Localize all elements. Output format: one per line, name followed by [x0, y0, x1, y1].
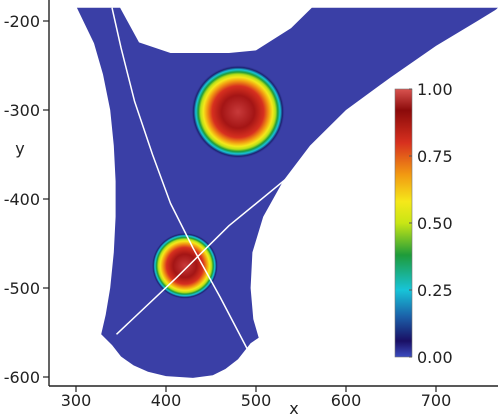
colorbar-tick-label: 1.00 [417, 80, 453, 99]
colorbar-tick-label: 0.00 [417, 348, 453, 367]
colorbar-tick-label: 0.25 [417, 281, 453, 300]
x-tick-label: 700 [421, 391, 452, 410]
y-tick-label: -300 [4, 101, 40, 120]
x-axis-ticks: 300 400 500 600 700 [61, 386, 452, 410]
y-tick-label: -500 [4, 279, 40, 298]
boundary-curve-1 [111, 7, 248, 349]
y-tick-label: -600 [4, 368, 40, 387]
boundary-curve-2 [115, 7, 498, 335]
concentration-blob-1 [191, 65, 285, 159]
x-tick-label: 600 [331, 391, 362, 410]
y-axis-title: y [15, 139, 24, 158]
x-tick-label: 500 [241, 391, 272, 410]
x-axis-title: x [289, 399, 298, 417]
plot-area [76, 7, 498, 378]
colorbar-tick-label: 0.75 [417, 147, 453, 166]
concentration-blob-2 [151, 232, 219, 300]
colorbar-tick-label: 0.50 [417, 214, 453, 233]
y-tick-label: -200 [4, 12, 40, 31]
colorbar-ticks: 1.00 0.75 0.50 0.25 0.00 [409, 80, 453, 367]
y-axis-ticks: -200 -300 -400 -500 -600 [4, 12, 49, 387]
x-tick-label: 400 [151, 391, 182, 410]
y-tick-label: -400 [4, 190, 40, 209]
x-tick-label: 300 [61, 391, 92, 410]
